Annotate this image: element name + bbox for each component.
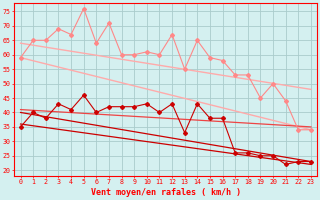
X-axis label: Vent moyen/en rafales ( km/h ): Vent moyen/en rafales ( km/h ) (91, 188, 241, 197)
